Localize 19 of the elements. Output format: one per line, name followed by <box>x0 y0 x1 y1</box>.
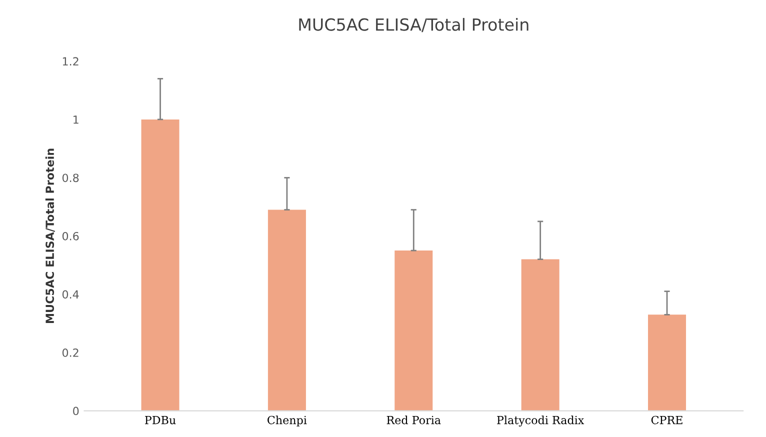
y-tick-label: 0.8 <box>62 174 79 182</box>
bar <box>141 119 180 411</box>
y-tick-label: 0.6 <box>62 232 79 240</box>
bar <box>648 314 686 411</box>
bar <box>521 259 560 411</box>
y-tick-label: 0.2 <box>62 348 78 357</box>
y-tick-label: 1.2 <box>62 57 78 66</box>
x-tick-label: CPRE <box>651 416 682 424</box>
y-tick-label: 1 <box>74 116 78 124</box>
y-tick-label: 0.4 <box>62 290 79 299</box>
x-tick-label: Chenpi <box>268 416 307 426</box>
y-axis-title: MUC5AC ELISA/Total Protein <box>45 148 55 324</box>
bar <box>394 250 433 411</box>
chart-title: MUC5AC ELISA/Total Protein <box>299 18 528 32</box>
bar <box>268 210 306 411</box>
x-tick-label: Red Poria <box>386 416 441 424</box>
x-tick-label: PDBu <box>145 416 176 424</box>
x-tick-label: Platycodi Radix <box>497 416 584 427</box>
y-tick-label: 0 <box>73 406 79 416</box>
